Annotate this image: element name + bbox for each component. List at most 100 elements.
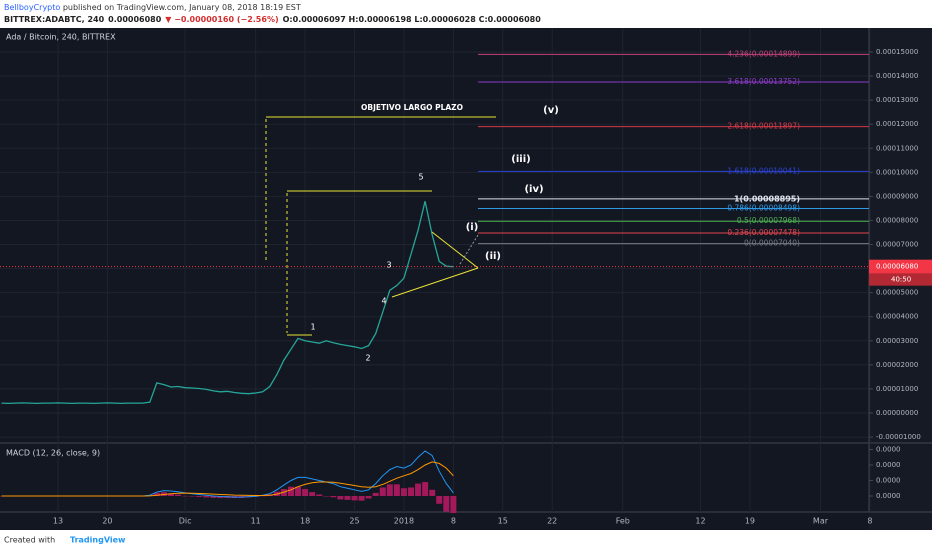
- macd-line: [1, 461, 454, 497]
- countdown-badge: [869, 273, 932, 286]
- x-tick-label: 11: [251, 517, 261, 526]
- price-line: [1, 201, 454, 405]
- x-tick-label: 12: [695, 517, 705, 526]
- macd-histogram-bar: [365, 496, 372, 499]
- macd-histogram-bar: [330, 496, 337, 498]
- fib-label: 0.236(0.00007478): [727, 228, 800, 237]
- last-price-label: 0.00006080: [876, 263, 918, 271]
- macd-histogram-bar: [372, 492, 379, 497]
- change: ▼ −0.00000160 (−2.56%): [165, 15, 278, 24]
- header-bg: [0, 0, 932, 28]
- y-tick-label: 0.00010000: [876, 168, 918, 176]
- macd-histogram-bar: [429, 489, 436, 497]
- macd-histogram-bar: [167, 493, 174, 497]
- macd-histogram-bar: [323, 496, 330, 497]
- x-tick-label: 18: [300, 517, 310, 526]
- header-line-1: BellboyCrypto published on TradingView.c…: [4, 3, 301, 12]
- projection: [459, 234, 479, 265]
- macd-histogram-bar: [175, 494, 182, 497]
- y-tick-label: 0.00014000: [876, 72, 918, 80]
- y-tick-label: 0.00015000: [876, 48, 918, 56]
- macd-histogram-bar: [422, 482, 429, 497]
- macd-histogram-bar: [450, 496, 457, 514]
- x-tick-label: 22: [547, 517, 557, 526]
- macd-histogram-bar: [351, 496, 358, 501]
- chart-title: Ada / Bitcoin, 240, BITTREX: [6, 33, 116, 42]
- macd-histogram-bar: [386, 484, 393, 497]
- y-tick-label: 0.00013000: [876, 96, 918, 104]
- macd-histogram-bar: [358, 496, 365, 501]
- y-tick-label: 0.00008000: [876, 216, 918, 224]
- fib-label: 2.618(0.00011897): [727, 122, 800, 131]
- author-link[interactable]: BellboyCrypto: [4, 3, 60, 12]
- y-tick-label: 0.00012000: [876, 120, 918, 128]
- macd-histogram-bar: [379, 487, 386, 497]
- x-tick-label: 20: [102, 517, 112, 526]
- triangle-lower: [391, 267, 479, 298]
- triangle-upper: [431, 231, 479, 269]
- macd-histogram-bar: [443, 496, 450, 512]
- y-tick-label: 0.00000000: [876, 409, 918, 417]
- ohlc: O:0.00006097 H:0.00006198 L:0.00006028 C…: [283, 15, 542, 24]
- countdown: 40:50: [891, 276, 911, 284]
- plot: 13 20 Dic 11 18 25 2018 8 15 22 Feb 12 19 Mar 80.00015…: [0, 28, 932, 526]
- x-tick-label: 25: [349, 517, 359, 526]
- fib-label: 0(0.00007040): [744, 239, 800, 248]
- wave-annotation: 2: [365, 354, 370, 363]
- x-tick-label: 15: [498, 517, 508, 526]
- chart-bg: [0, 28, 932, 530]
- macd-histogram-bar: [182, 495, 189, 497]
- fib-label: 3.618(0.00013752): [727, 77, 800, 86]
- wave-annotation: 3: [386, 261, 391, 270]
- wave-annotation: (ii): [485, 251, 501, 262]
- macd-y-tick-label: 0.0000: [876, 461, 901, 469]
- x-tick-label: 8: [867, 517, 872, 526]
- symbol: BITTREX:ADABTC, 240: [4, 15, 105, 24]
- macd-histogram-bar: [337, 496, 344, 500]
- macd-histogram-bar: [287, 486, 294, 497]
- y-tick-label: 0.00011000: [876, 144, 918, 152]
- fib-label: 4.236(0.00014899): [727, 49, 800, 58]
- y-tick-label: 0.00009000: [876, 192, 918, 200]
- y-tick-label: 0.00004000: [876, 313, 918, 321]
- macd-histogram-bar: [309, 492, 316, 497]
- macd-histogram-bar: [295, 486, 302, 497]
- x-tick-label: Dic: [179, 517, 192, 526]
- footer-bg: [0, 530, 932, 550]
- macd-title: MACD (12, 26, close, 9): [6, 449, 100, 458]
- wave-annotation: OBJETIVO LARGO PLAZO: [361, 103, 463, 112]
- x-tick-label: Mar: [813, 517, 829, 526]
- footer-created: Created with: [4, 536, 55, 545]
- macd-histogram-bar: [302, 489, 309, 497]
- macd-histogram-bar: [393, 484, 400, 497]
- x-tick-label: Feb: [616, 517, 630, 526]
- y-tick-label: 0.00003000: [876, 337, 918, 345]
- macd-histogram-bar: [436, 496, 443, 504]
- macd-y-tick-label: 0.0000: [876, 492, 901, 500]
- y-tick-label: 0.00001000: [876, 385, 918, 393]
- y-tick-label: 0.00005000: [876, 289, 918, 297]
- x-tick-label: 19: [745, 517, 755, 526]
- wave-annotation: (iii): [511, 154, 530, 165]
- y-tick-label: -0.00001000: [876, 433, 921, 441]
- wave-annotation: (iv): [524, 184, 543, 195]
- y-tick-label: 0.00002000: [876, 361, 918, 369]
- wave-annotation: 1: [310, 323, 315, 332]
- macd-histogram-bar: [210, 496, 217, 498]
- macd-y-tick-label: 0.0000: [876, 445, 901, 453]
- last-price: 0.00006080: [108, 15, 162, 24]
- macd-histogram-bar: [316, 494, 323, 497]
- macd-histogram-bar: [400, 488, 407, 497]
- wave-annotation: 4: [381, 297, 386, 306]
- header-line-2: BITTREX:ADABTC, 240 0.00006080 ▼ −0.000001…: [4, 15, 541, 24]
- fib-label: 0.786(0.00008498): [727, 203, 800, 212]
- macd-histogram-bar: [415, 483, 422, 497]
- fib-label: 1(0.00008895): [734, 194, 800, 203]
- y-tick-label: 0.00007000: [876, 241, 918, 249]
- wave-annotation: 5: [418, 173, 423, 182]
- footer-brand[interactable]: TradingView: [70, 536, 126, 545]
- wave-annotation: (v): [543, 105, 559, 116]
- macd-histogram-bar: [153, 492, 160, 497]
